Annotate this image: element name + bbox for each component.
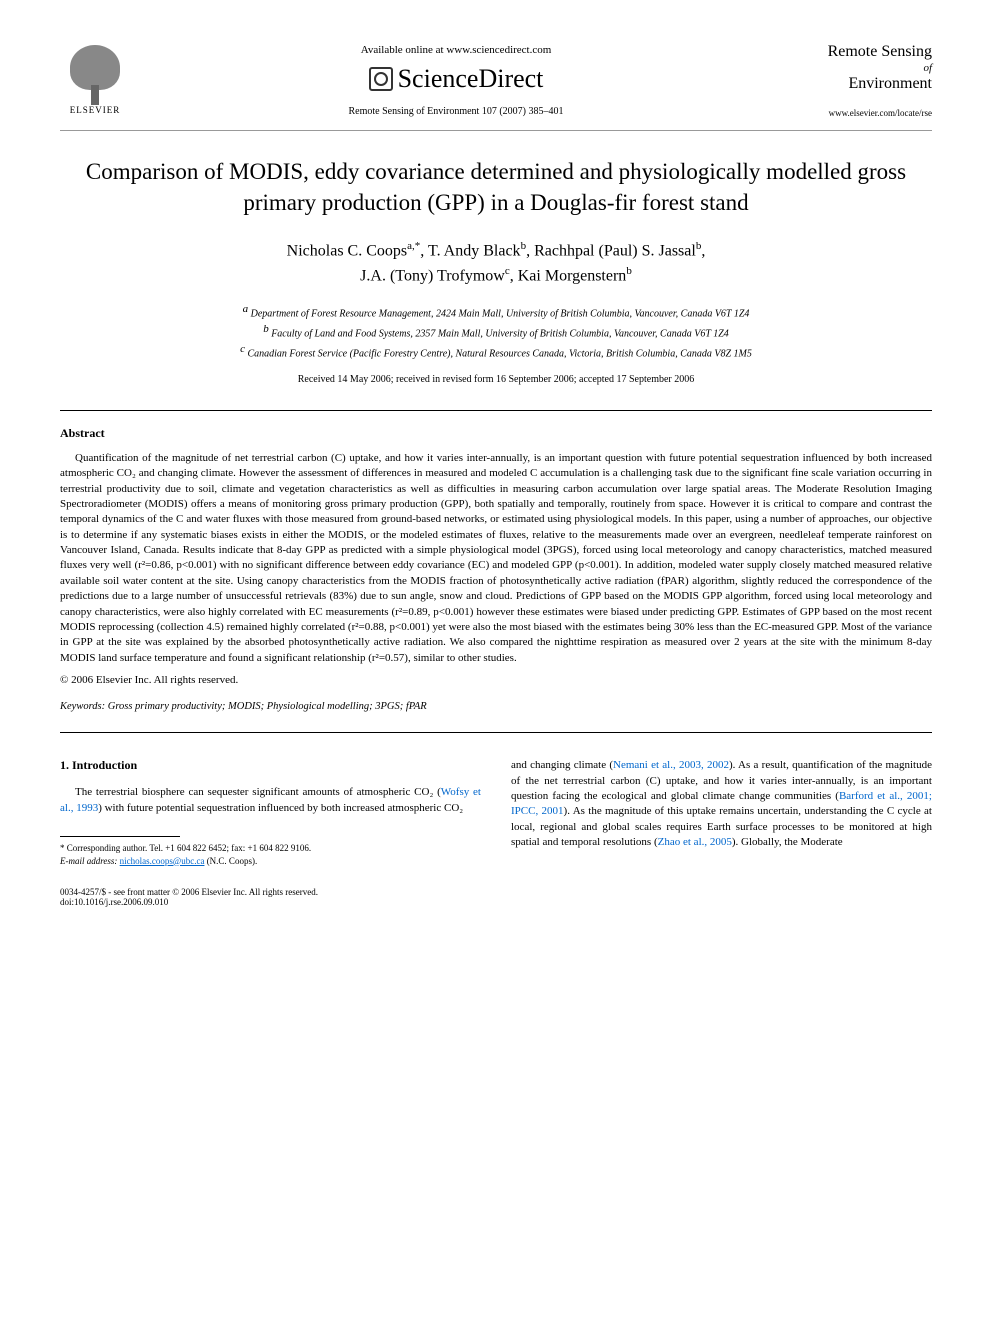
affiliation-c: Canadian Forest Service (Pacific Forestr…: [247, 349, 751, 360]
author-1-affil: a,*: [407, 240, 420, 252]
abstract-body: Quantification of the magnitude of net t…: [60, 451, 932, 666]
intro-text-pre: The terrestrial biosphere can sequester …: [75, 786, 441, 798]
email-address[interactable]: nicholas.coops@ubc.ca: [120, 856, 205, 866]
citation-zhao[interactable]: Zhao et al., 2005: [658, 836, 732, 848]
header-banner: ELSEVIER Available online at www.science…: [60, 40, 932, 120]
abstract-bottom-divider: [60, 732, 932, 733]
email-name: (N.C. Coops).: [207, 856, 258, 866]
intro-text-post: ) with future potential sequestration in…: [98, 802, 463, 814]
author-sep-3: ,: [701, 242, 705, 259]
journal-url: www.elsevier.com/locate/rse: [782, 108, 932, 118]
keywords-line: Keywords: Gross primary productivity; MO…: [60, 701, 932, 712]
header-divider: [60, 130, 932, 131]
issn-line: 0034-4257/$ - see front matter © 2006 El…: [60, 887, 932, 897]
sciencedirect-logo: ScienceDirect: [130, 64, 782, 94]
affil-c-sup: c: [240, 343, 245, 355]
email-label: E-mail address:: [60, 856, 117, 866]
doi-line: doi:10.1016/j.rse.2006.09.010: [60, 897, 932, 907]
journal-name-line1: Remote Sensing: [782, 42, 932, 61]
intro-paragraph-right: and changing climate (Nemani et al., 200…: [511, 758, 932, 850]
author-1: Nicholas C. Coops: [287, 242, 407, 259]
footnote-divider: [60, 836, 180, 837]
journal-name-line2: Environment: [782, 74, 932, 93]
center-header: Available online at www.sciencedirect.co…: [130, 44, 782, 117]
elsevier-logo: ELSEVIER: [60, 40, 130, 120]
left-column: 1. Introduction The terrestrial biospher…: [60, 758, 481, 867]
abstract-copyright: © 2006 Elsevier Inc. All rights reserved…: [60, 674, 932, 686]
journal-reference: Remote Sensing of Environment 107 (2007)…: [130, 106, 782, 117]
article-dates: Received 14 May 2006; received in revise…: [60, 374, 932, 385]
keywords-label: Keywords:: [60, 701, 105, 712]
affiliations-block: a Department of Forest Resource Manageme…: [60, 301, 932, 362]
introduction-heading: 1. Introduction: [60, 758, 481, 773]
abstract-top-divider: [60, 410, 932, 411]
affiliation-b: Faculty of Land and Food Systems, 2357 M…: [271, 328, 729, 339]
keywords-text: Gross primary productivity; MODIS; Physi…: [108, 701, 427, 712]
available-online-text: Available online at www.sciencedirect.co…: [130, 44, 782, 56]
affil-a-sup: a: [243, 303, 249, 315]
sciencedirect-icon: [369, 67, 393, 91]
elsevier-text: ELSEVIER: [70, 105, 121, 115]
affiliation-a: Department of Forest Resource Management…: [251, 308, 750, 319]
footer-block: 0034-4257/$ - see front matter © 2006 El…: [60, 887, 932, 907]
corresponding-author-note: * Corresponding author. Tel. +1 604 822 …: [60, 842, 481, 855]
article-title: Comparison of MODIS, eddy covariance det…: [60, 156, 932, 218]
sciencedirect-text: ScienceDirect: [398, 64, 544, 94]
col2-pre: and changing climate (: [511, 759, 613, 771]
author-sep-1: , T. Andy Black: [420, 242, 520, 259]
col2-end: ). Globally, the Moderate: [732, 836, 843, 848]
abstract-heading: Abstract: [60, 426, 932, 441]
author-sep-4: , Kai Morgenstern: [510, 268, 627, 285]
author-sep-2: , Rachhpal (Paul) S. Jassal: [526, 242, 696, 259]
affil-b-sup: b: [263, 323, 269, 335]
author-4: J.A. (Tony) Trofymow: [360, 268, 505, 285]
journal-of: of: [782, 62, 932, 74]
right-column: and changing climate (Nemani et al., 200…: [511, 758, 932, 867]
citation-nemani[interactable]: Nemani et al., 2003, 2002: [613, 759, 729, 771]
authors-block: Nicholas C. Coopsa,*, T. Andy Black b , Ra…: [60, 238, 932, 289]
email-line: E-mail address: nicholas.coops@ubc.ca (N…: [60, 855, 481, 868]
two-column-body: 1. Introduction The terrestrial biospher…: [60, 758, 932, 867]
journal-brand-box: Remote Sensing of Environment www.elsevi…: [782, 42, 932, 117]
elsevier-tree-icon: [70, 45, 120, 100]
author-5-affil: b: [626, 265, 632, 277]
intro-paragraph-left: The terrestrial biosphere can sequester …: [60, 785, 481, 816]
